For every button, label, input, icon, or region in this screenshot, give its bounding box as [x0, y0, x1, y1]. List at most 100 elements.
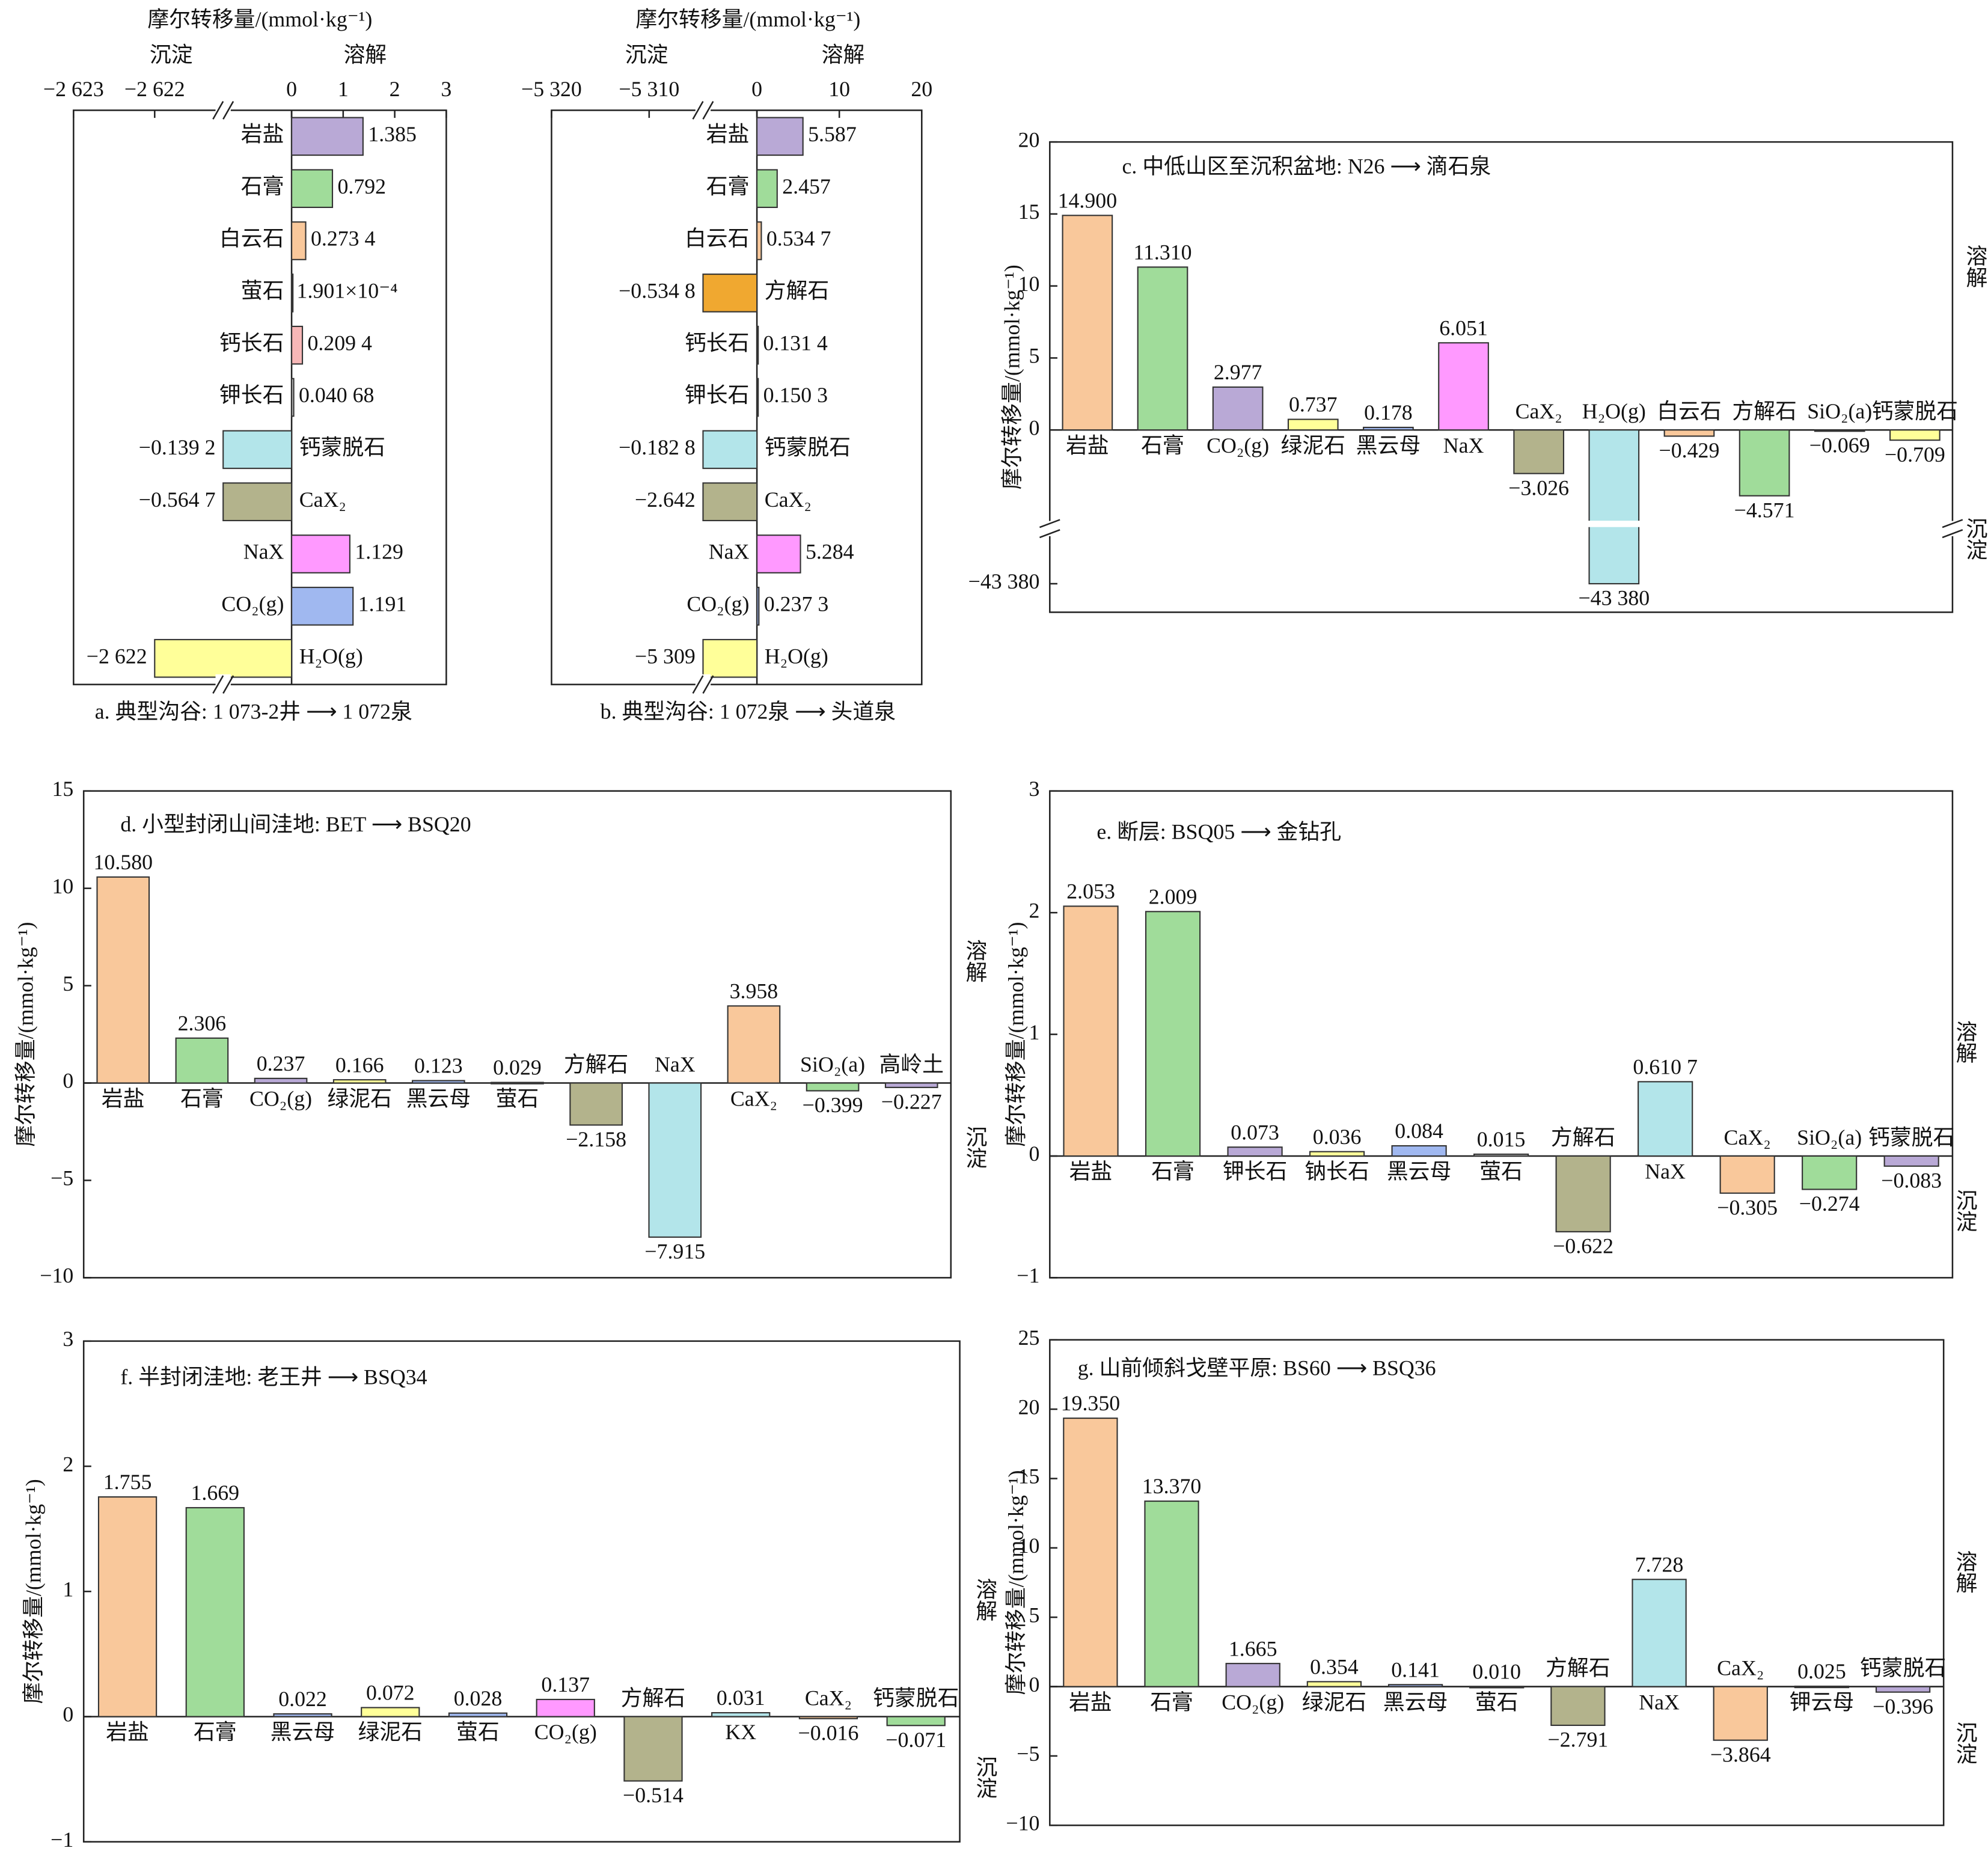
- bar: [1663, 429, 1715, 437]
- axis-break: [692, 101, 704, 120]
- category-label: 白云石: [685, 227, 749, 251]
- annotation: 溶解: [962, 939, 986, 982]
- category-label: CO₂(g): [249, 1086, 312, 1110]
- value-label: 1.129: [355, 540, 403, 564]
- category-label: 岩盐: [241, 122, 284, 146]
- category-label: CO₂(g): [534, 1720, 597, 1744]
- category-label: SiO₂(a): [800, 1052, 865, 1076]
- bar: [332, 1079, 387, 1084]
- frame: [551, 109, 923, 685]
- value-label: 2.977: [1214, 360, 1262, 384]
- category-label: 钾长石: [219, 383, 284, 407]
- annotation: 沉淀: [1953, 1721, 1977, 1764]
- category-label: NaX: [243, 540, 284, 564]
- value-label: 1.385: [368, 122, 417, 146]
- value-label: 0.036: [1313, 1125, 1362, 1149]
- category-label: 黑云母: [271, 1720, 335, 1744]
- bar: [1802, 1155, 1858, 1190]
- bar: [756, 378, 759, 417]
- y-axis-title: 摩尔转移量/(mmol·kg⁻¹): [1000, 265, 1024, 489]
- x-axis-title: 摩尔转移量/(mmol·kg⁻¹): [635, 7, 860, 31]
- chart-title: c. 中低山区至沉积盆地: N26 ⟶ 滴石泉: [1122, 154, 1491, 179]
- value-label: 1.665: [1229, 1636, 1277, 1660]
- y-tick-label: −10: [1006, 1811, 1039, 1835]
- bar: [569, 1082, 623, 1126]
- axis-break: [212, 101, 224, 120]
- value-label: −0.069: [1809, 433, 1870, 457]
- axis-break: [222, 675, 234, 694]
- category-label: 方解石: [1551, 1125, 1615, 1149]
- category-label: H₂O(g): [1582, 399, 1646, 423]
- category-label: CO₂(g): [1207, 433, 1269, 457]
- bar: [648, 1082, 702, 1238]
- chart-title: e. 断层: BSQ05 ⟶ 金钻孔: [1096, 820, 1341, 844]
- bar: [702, 482, 758, 522]
- axis-break: [212, 675, 224, 694]
- bar: [491, 1081, 544, 1085]
- value-label: −3.864: [1710, 1742, 1771, 1766]
- value-label: 0.354: [1310, 1655, 1359, 1679]
- value-label: −0.534 8: [619, 279, 696, 303]
- y-tick-label: 0: [63, 1703, 73, 1727]
- value-label: −0.016: [798, 1721, 859, 1745]
- y-tick-label: −10: [40, 1264, 73, 1288]
- category-label: KX: [725, 1720, 756, 1744]
- value-label: −0.709: [1885, 442, 1945, 467]
- bar: [1225, 1663, 1280, 1687]
- category-label: 钙蒙脱石: [873, 1686, 959, 1710]
- value-label: 1.191: [358, 592, 407, 616]
- x-tick-label: 0: [286, 77, 297, 101]
- value-label: −7.915: [644, 1240, 705, 1264]
- y-tick-label: 5: [1029, 344, 1040, 368]
- value-label: 2.457: [782, 174, 831, 198]
- value-label: 1.669: [191, 1481, 239, 1505]
- value-label: 2.053: [1066, 880, 1115, 904]
- bar: [1638, 1081, 1693, 1157]
- category-label: 方解石: [1732, 399, 1796, 423]
- value-label: −0.139 2: [139, 435, 216, 459]
- bar: [1794, 1685, 1850, 1689]
- category-label: 绿泥石: [358, 1720, 423, 1744]
- value-label: 0.166: [335, 1053, 384, 1077]
- chart-title: g. 山前倾斜戈壁平原: BS60 ⟶ BSQ36: [1078, 1356, 1436, 1380]
- value-label: 1.755: [103, 1470, 152, 1494]
- category-label: 绿泥石: [1281, 433, 1345, 457]
- y-tick-label: 3: [63, 1327, 73, 1351]
- category-label: 方解石: [621, 1686, 685, 1710]
- axis-break: [1039, 529, 1060, 539]
- category-label: 石膏: [180, 1086, 224, 1110]
- bar: [756, 534, 801, 574]
- category-label: H₂O(g): [765, 644, 828, 668]
- category-label: 石膏: [194, 1720, 237, 1744]
- bar: [1555, 1155, 1611, 1232]
- bar: [1473, 1153, 1529, 1157]
- bar: [96, 876, 150, 1084]
- value-label: 0.178: [1364, 400, 1413, 424]
- bar: [1632, 1579, 1687, 1687]
- category-label: 萤石: [1475, 1690, 1519, 1714]
- annotation: 溶解: [344, 43, 387, 67]
- y-axis-title: 摩尔转移量/(mmol·kg⁻¹): [14, 922, 38, 1147]
- bar: [536, 1698, 595, 1718]
- category-label: 黑云母: [1383, 1690, 1448, 1714]
- axis-break: [692, 675, 704, 694]
- category-label: 绿泥石: [1302, 1690, 1366, 1714]
- category-label: CO₂(g): [687, 592, 749, 616]
- value-label: 14.900: [1058, 188, 1118, 212]
- annotation: 溶解: [973, 1578, 997, 1621]
- bar: [175, 1037, 229, 1084]
- y-axis-title: 摩尔转移量/(mmol·kg⁻¹): [21, 1479, 45, 1704]
- value-label: −0.083: [1881, 1168, 1942, 1192]
- value-label: −2.158: [566, 1127, 626, 1151]
- value-label: −2.791: [1547, 1728, 1608, 1752]
- category-label: 钙蒙脱石: [1860, 1656, 1946, 1680]
- value-label: 0.025: [1797, 1659, 1846, 1683]
- y-tick-label: 10: [1018, 1534, 1040, 1558]
- bar: [291, 117, 364, 156]
- axis-break: [702, 675, 714, 694]
- y-tick-label: 0: [1029, 1142, 1040, 1166]
- category-label: H₂O(g): [299, 644, 363, 668]
- value-label: 19.350: [1061, 1391, 1121, 1415]
- bar: [273, 1713, 332, 1718]
- category-label: CaX₂: [1724, 1125, 1771, 1149]
